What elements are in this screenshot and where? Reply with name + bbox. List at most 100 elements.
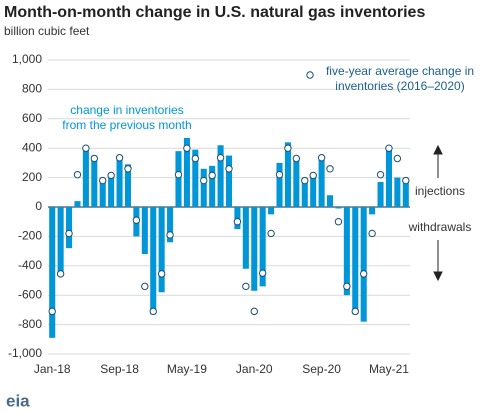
- avg-dot: [242, 282, 250, 291]
- bar: [394, 177, 401, 207]
- avg-dot: [385, 144, 393, 152]
- x-tick-label: Jan-18: [34, 362, 71, 376]
- x-tick-label: Jan-20: [236, 362, 273, 376]
- bar: [318, 158, 325, 207]
- avg-dot: [216, 154, 225, 162]
- annotation: withdrawals: [408, 220, 472, 234]
- avg-dot: [208, 171, 216, 180]
- arrow-head: [433, 271, 443, 282]
- avg-dot: [267, 229, 275, 238]
- y-tick-label: -800: [18, 317, 42, 331]
- avg-dot: [376, 170, 385, 179]
- bar: [209, 165, 216, 207]
- bar: [343, 207, 350, 296]
- avg-dot: [292, 154, 301, 163]
- bar: [82, 146, 89, 207]
- bar: [251, 207, 258, 291]
- chart-title: Month-on-month change in U.S. natural ga…: [4, 4, 425, 21]
- avg-dot: [115, 154, 124, 162]
- bar: [175, 151, 182, 207]
- bar: [284, 142, 291, 207]
- avg-dot: [343, 282, 351, 291]
- arrows: [433, 144, 443, 282]
- annotation: injections: [415, 184, 465, 198]
- bar: [310, 177, 317, 207]
- bar: [259, 207, 266, 287]
- bar: [200, 168, 207, 207]
- avg-dot: [368, 229, 376, 238]
- avg-dot: [183, 144, 191, 152]
- avg-dot: [309, 171, 317, 180]
- avg-dot: [174, 170, 183, 179]
- bar: [158, 207, 165, 293]
- y-tick-label: -1,000: [8, 346, 42, 360]
- bar: [352, 207, 359, 315]
- avg-dot: [200, 176, 208, 185]
- bar: [150, 207, 157, 315]
- avg-dot: [65, 229, 73, 238]
- avg-dot: [48, 307, 56, 316]
- bar: [91, 155, 98, 207]
- x-tick-label: May-21: [369, 362, 409, 376]
- avg-dot: [301, 176, 309, 185]
- avg-dot: [157, 270, 166, 278]
- avg-dot: [250, 307, 258, 316]
- y-tick-label: -400: [18, 258, 42, 272]
- bar: [360, 207, 367, 322]
- bar: [116, 157, 123, 207]
- y-tick-label: 0: [35, 199, 42, 213]
- bar: [326, 195, 334, 207]
- bar: [108, 177, 115, 207]
- avg-dot: [233, 218, 242, 226]
- avg-dot: [107, 171, 115, 180]
- y-tick-label: -600: [18, 287, 42, 301]
- avg-dot: [99, 176, 107, 185]
- x-tick-label: May-19: [167, 362, 207, 376]
- avg-dot: [393, 154, 402, 163]
- avg-dot: [149, 307, 157, 316]
- series-label: five-year average change in inventories …: [325, 64, 475, 93]
- avg-dot: [275, 170, 284, 179]
- avg-dot: [258, 269, 267, 277]
- bar: [268, 207, 275, 215]
- avg-dot: [82, 144, 90, 152]
- bar: [167, 207, 174, 243]
- bar: [402, 179, 409, 207]
- bar: [99, 180, 106, 207]
- bar: [369, 207, 376, 215]
- avg-dot: [284, 144, 292, 152]
- avg-dot: [191, 154, 200, 163]
- x-tick-label: Sep-20: [302, 362, 341, 376]
- bar: [301, 182, 308, 207]
- bar: [183, 137, 190, 207]
- avg-dot: [132, 216, 141, 224]
- y-tick-label: 400: [22, 140, 42, 154]
- bar: [242, 207, 249, 269]
- avg-dot: [225, 165, 233, 173]
- avg-dot: [359, 270, 368, 278]
- bar: [57, 207, 64, 275]
- avg-dot: [124, 165, 132, 173]
- bar: [192, 149, 199, 207]
- bar: [217, 145, 224, 207]
- arrow-head: [433, 144, 443, 155]
- avg-dot: [326, 165, 334, 173]
- legend-dot: [306, 71, 314, 79]
- avg-dot: [166, 231, 174, 239]
- logo: eia: [6, 391, 30, 410]
- y-tick-label: 800: [22, 82, 42, 96]
- y-tick-label: -200: [18, 229, 42, 243]
- bar: [74, 201, 81, 207]
- bar: [276, 162, 283, 207]
- avg-dot: [402, 176, 410, 185]
- avg-dot: [90, 154, 99, 163]
- bar: [335, 207, 342, 209]
- avg-dot: [56, 270, 65, 278]
- bar: [293, 157, 300, 207]
- bar: [225, 155, 233, 207]
- bar: [124, 164, 132, 207]
- avg-dot: [317, 154, 326, 162]
- bar: [49, 207, 56, 338]
